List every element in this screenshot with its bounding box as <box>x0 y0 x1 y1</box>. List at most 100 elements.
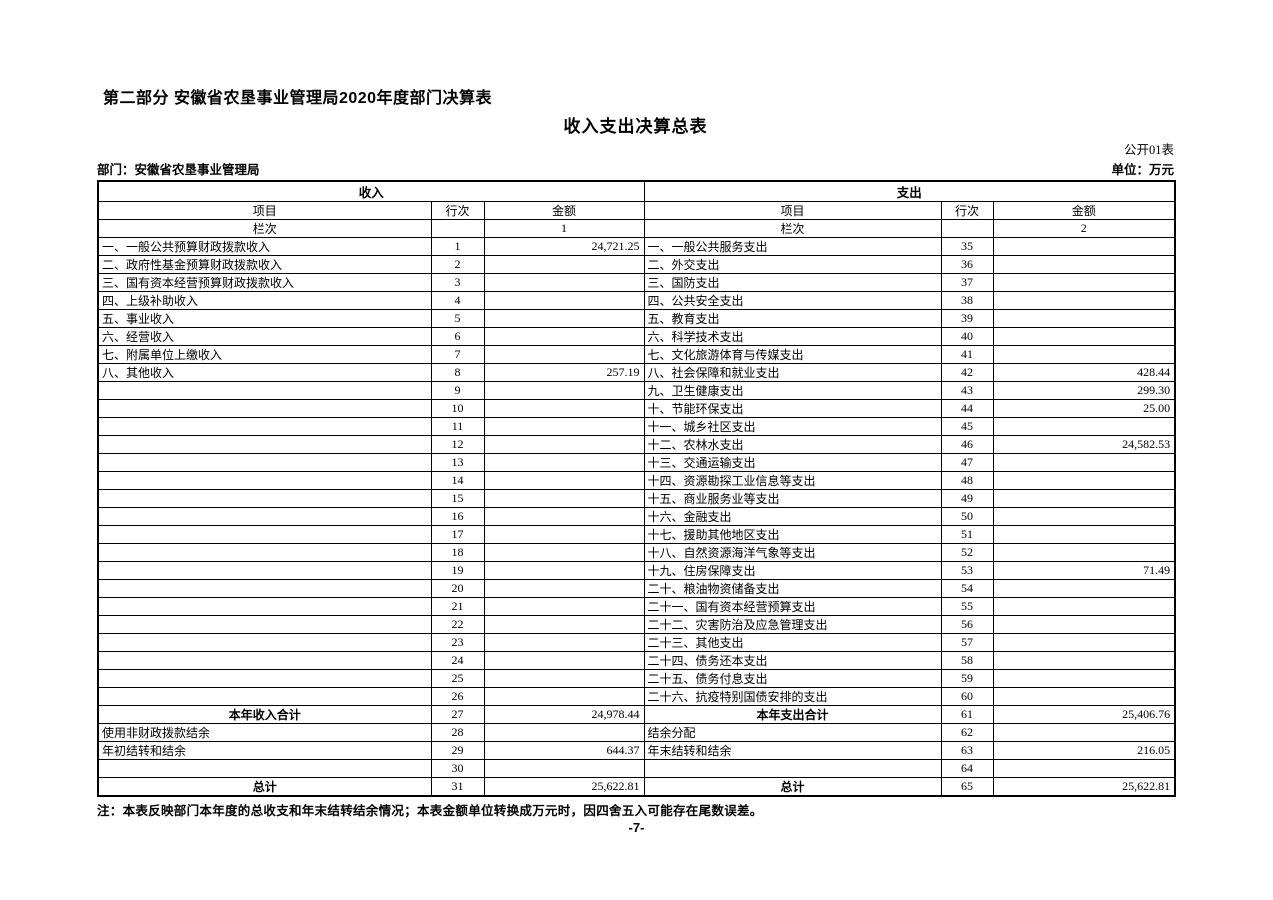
expense-item-header: 项目 <box>643 201 942 220</box>
expense-rownum-cell: 47 <box>940 453 994 472</box>
expense-rownum-cell: 44 <box>940 399 994 418</box>
expense-amount-cell <box>992 255 1176 274</box>
expense-rownum-cell: 57 <box>940 633 994 652</box>
income-rownum-cell: 8 <box>430 363 485 382</box>
table-body: 一、一般公共预算财政拨款收入 1 24,721.25 一、一般公共服务支出 35 二、政府… <box>97 237 1176 797</box>
expense-item-cell: 十二、农林水支出 <box>643 435 942 454</box>
income-item-cell <box>97 399 432 418</box>
expense-item-cell: 一、一般公共服务支出 <box>643 237 942 256</box>
expense-amount-cell: 25,406.76 <box>992 705 1176 724</box>
expense-rownum-cell: 52 <box>940 543 994 562</box>
expense-item-cell: 十五、商业服务业等支出 <box>643 489 942 508</box>
income-item-cell <box>97 651 432 670</box>
income-rownum-cell: 12 <box>430 435 485 454</box>
expense-rownum-cell: 63 <box>940 741 994 760</box>
table-row: 23 二十三、其他支出 57 <box>97 633 1176 652</box>
expense-rownum-cell: 41 <box>940 345 994 364</box>
income-rownum-cell: 17 <box>430 525 485 544</box>
income-expense-summary-table: 收入 支出 项目 行次 金额 项目 行次 金额 栏次 1 栏次 2 一、一般公共… <box>97 180 1177 797</box>
expense-amount-cell <box>992 615 1176 634</box>
income-item-cell: 年初结转和结余 <box>97 741 432 760</box>
expense-amount-cell <box>992 471 1176 490</box>
income-item-cell: 使用非财政拨款结余 <box>97 723 432 742</box>
income-item-cell: 八、其他收入 <box>97 363 432 382</box>
income-item-cell: 二、政府性基金预算财政拨款收入 <box>97 255 432 274</box>
expense-item-cell: 六、科学技术支出 <box>643 327 942 346</box>
unit-label: 单位：万元 <box>1111 163 1174 177</box>
expense-item-cell: 十一、城乡社区支出 <box>643 417 942 436</box>
expense-rownum-cell: 36 <box>940 255 994 274</box>
income-index-blank <box>430 219 485 238</box>
income-amount-cell <box>483 453 645 472</box>
expense-amount-cell <box>992 723 1176 742</box>
expense-amount-cell: 428.44 <box>992 363 1176 382</box>
column-index-row: 栏次 1 栏次 2 <box>97 219 1176 238</box>
expense-rownum-cell: 56 <box>940 615 994 634</box>
income-amount-cell <box>483 309 645 328</box>
expense-rownum-cell: 45 <box>940 417 994 436</box>
expense-amount-cell <box>992 759 1176 778</box>
table-row: 22 二十二、灾害防治及应急管理支出 56 <box>97 615 1176 634</box>
table-row: 16 十六、金融支出 50 <box>97 507 1176 526</box>
income-rownum-cell: 21 <box>430 597 485 616</box>
expense-amount-cell: 25,622.81 <box>992 777 1176 797</box>
income-rownum-cell: 23 <box>430 633 485 652</box>
income-amount-cell <box>483 579 645 598</box>
footnote: 注：本表反映部门本年度的总收支和年末结转结余情况；本表金额单位转换成万元时，因四… <box>97 804 763 818</box>
expense-item-cell: 二十一、国有资本经营预算支出 <box>643 597 942 616</box>
income-rownum-cell: 11 <box>430 417 485 436</box>
income-amount-cell <box>483 723 645 742</box>
expense-amount-cell <box>992 651 1176 670</box>
expense-rownum-header: 行次 <box>940 201 994 220</box>
table-row: 三、国有资本经营预算财政拨款收入 3 三、国防支出 37 <box>97 273 1176 292</box>
expense-amount-cell <box>992 543 1176 562</box>
table-row: 21 二十一、国有资本经营预算支出 55 <box>97 597 1176 616</box>
part-title: 第二部分 安徽省农垦事业管理局2020年度部门决算表 <box>103 90 493 107</box>
expense-rownum-cell: 46 <box>940 435 994 454</box>
table-row: 18 十八、自然资源海洋气象等支出 52 <box>97 543 1176 562</box>
income-rownum-cell: 28 <box>430 723 485 742</box>
income-rownum-cell: 13 <box>430 453 485 472</box>
document-page: 第二部分 安徽省农垦事业管理局2020年度部门决算表 收入支出决算总表 公开01… <box>97 0 1177 819</box>
expense-amount-cell <box>992 453 1176 472</box>
expense-rownum-cell: 35 <box>940 237 994 256</box>
expense-amount-cell <box>992 489 1176 508</box>
expense-item-cell: 十、节能环保支出 <box>643 399 942 418</box>
income-index-label: 栏次 <box>97 219 432 238</box>
income-rownum-cell: 14 <box>430 471 485 490</box>
income-amount-cell <box>483 399 645 418</box>
income-item-cell <box>97 579 432 598</box>
table-row: 二、政府性基金预算财政拨款收入 2 二、外交支出 36 <box>97 255 1176 274</box>
income-amount-cell: 24,721.25 <box>483 237 645 256</box>
income-item-cell <box>97 615 432 634</box>
expense-amount-cell <box>992 507 1176 526</box>
expense-rownum-cell: 60 <box>940 687 994 706</box>
income-item-cell: 本年收入合计 <box>97 705 432 724</box>
expense-item-cell: 十三、交通运输支出 <box>643 453 942 472</box>
income-amount-header: 金额 <box>483 201 645 220</box>
income-rownum-cell: 20 <box>430 579 485 598</box>
expense-item-cell: 二十五、债务付息支出 <box>643 669 942 688</box>
expense-amount-cell <box>992 687 1176 706</box>
table-row: 19 十九、住房保障支出 53 71.49 <box>97 561 1176 580</box>
expense-item-cell: 四、公共安全支出 <box>643 291 942 310</box>
income-amount-cell <box>483 273 645 292</box>
expense-rownum-cell: 42 <box>940 363 994 382</box>
income-column-index: 1 <box>483 219 645 238</box>
income-amount-cell <box>483 543 645 562</box>
expense-rownum-cell: 62 <box>940 723 994 742</box>
expense-item-cell: 九、卫生健康支出 <box>643 381 942 400</box>
expense-item-cell: 十九、住房保障支出 <box>643 561 942 580</box>
expense-rownum-cell: 40 <box>940 327 994 346</box>
table-row: 24 二十四、债务还本支出 58 <box>97 651 1176 670</box>
expense-item-cell: 二十六、抗疫特别国债安排的支出 <box>643 687 942 706</box>
income-item-cell <box>97 669 432 688</box>
income-amount-cell <box>483 651 645 670</box>
income-amount-cell <box>483 759 645 778</box>
expense-item-cell: 总计 <box>643 777 942 797</box>
income-item-cell <box>97 507 432 526</box>
table-row: 13 十三、交通运输支出 47 <box>97 453 1176 472</box>
income-item-cell <box>97 489 432 508</box>
section-header-row: 收入 支出 <box>97 180 1176 202</box>
expense-item-cell: 十四、资源勘探工业信息等支出 <box>643 471 942 490</box>
